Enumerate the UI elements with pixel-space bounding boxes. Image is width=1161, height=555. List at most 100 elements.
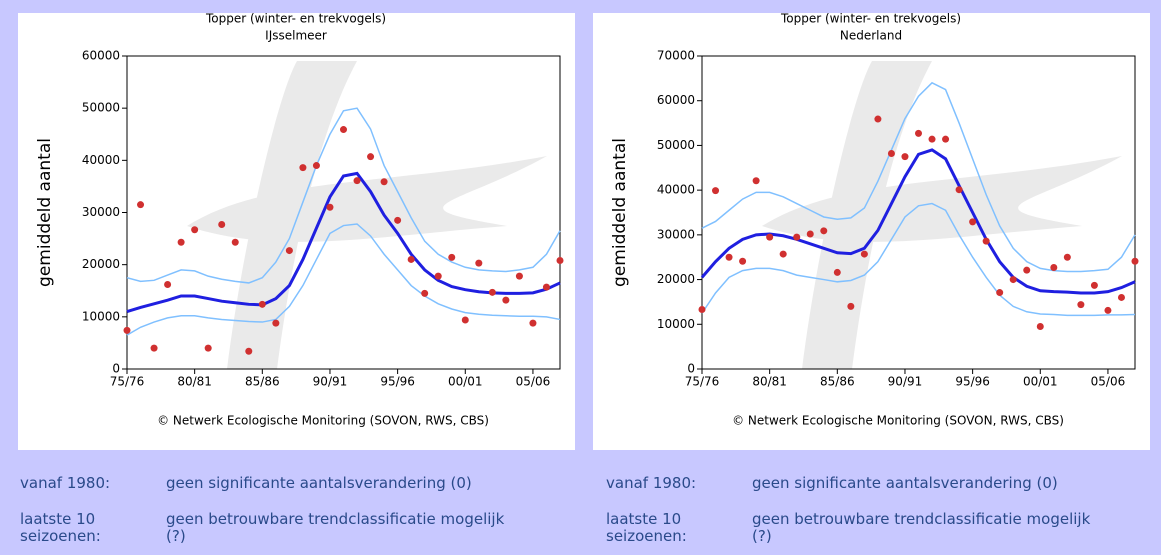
point [1063, 253, 1071, 261]
point [529, 319, 537, 327]
y-tick-label: 10000 [657, 317, 695, 331]
y-tick-label: 0 [112, 362, 120, 376]
point [996, 289, 1004, 297]
point [698, 306, 706, 314]
point [982, 237, 990, 245]
point [1077, 301, 1085, 309]
x-tick-label: 85/86 [820, 375, 855, 389]
point [137, 201, 145, 209]
summary-label: laatste 10 seizoenen: [606, 510, 687, 545]
point [874, 115, 882, 123]
y-tick-label: 40000 [657, 183, 695, 197]
point [725, 253, 733, 261]
line-series [126, 107, 561, 284]
chart-subtitle: IJsselmeer [265, 29, 327, 43]
point [421, 289, 429, 297]
point [272, 319, 280, 327]
x-tick-label: 80/81 [752, 375, 787, 389]
x-tick-label: 05/06 [516, 375, 551, 389]
point [515, 272, 523, 280]
x-tick-label: 05/06 [1091, 375, 1126, 389]
point [407, 255, 415, 263]
point [542, 283, 550, 291]
background-bird [762, 61, 1122, 369]
point [245, 347, 253, 355]
point [779, 250, 787, 258]
point [942, 135, 950, 143]
summary-text: geen significante aantalsverandering (0) [166, 474, 472, 492]
y-tick-label: 20000 [657, 272, 695, 286]
chart-title: Topper (winter- en trekvogels) [780, 12, 961, 26]
y-tick-label: 30000 [82, 205, 120, 219]
x-tick-label: 90/91 [313, 375, 348, 389]
point [928, 135, 936, 143]
point [901, 153, 909, 161]
point [299, 164, 307, 172]
point [915, 129, 922, 137]
y-tick-label: 50000 [82, 101, 120, 115]
point [1117, 293, 1125, 301]
point [752, 177, 760, 185]
source: © Netwerk Ecologische Monitoring (SOVON,… [732, 414, 1064, 428]
point [326, 203, 334, 211]
point [820, 227, 828, 235]
x-tick-label: 90/91 [888, 375, 923, 389]
point [204, 344, 212, 352]
x-tick-label: 85/86 [245, 375, 280, 389]
y-tick-label: 10000 [82, 309, 120, 323]
point [231, 238, 239, 246]
point [1009, 276, 1017, 284]
x-tick-label: 80/81 [177, 375, 212, 389]
point [285, 247, 293, 255]
y-tick-label: 60000 [657, 93, 695, 107]
point [123, 326, 131, 334]
point [488, 288, 496, 296]
y-tick-label: 40000 [82, 153, 120, 167]
bird-shape [762, 156, 1122, 242]
point [1090, 281, 1098, 289]
point [1023, 266, 1031, 274]
point [380, 178, 388, 186]
point [448, 253, 456, 261]
point [955, 186, 963, 194]
point [218, 220, 226, 228]
charts: Topper (winter- en trekvogels) IJsselmeer… [18, 12, 1150, 450]
point [1036, 323, 1044, 331]
point [1050, 263, 1058, 271]
point [887, 149, 895, 157]
x-tick-label: 00/01 [1023, 375, 1058, 389]
point [177, 238, 185, 246]
x-tick-label: 00/01 [448, 375, 483, 389]
point [969, 218, 977, 226]
x-tick-label: 95/96 [955, 375, 990, 389]
line-series [701, 81, 1136, 273]
line-series [700, 148, 1136, 295]
point [847, 302, 855, 310]
y-tick-label: 50000 [657, 138, 695, 152]
point [312, 162, 320, 170]
point [766, 233, 774, 241]
chart-title: Topper (winter- en trekvogels) [205, 12, 386, 26]
line-series [126, 223, 561, 336]
bird-shape [187, 156, 547, 242]
line-series [701, 202, 1136, 317]
x-tick-label: 75/76 [685, 375, 720, 389]
y-tick-label: 0 [687, 362, 695, 376]
point [191, 226, 199, 234]
background-bird [187, 61, 547, 369]
line-series [126, 171, 561, 314]
y-tick-label: 70000 [657, 49, 695, 63]
y-tick-label: 20000 [82, 257, 120, 271]
point [806, 230, 814, 238]
summary-label: laatste 10 seizoenen: [20, 510, 101, 545]
point [434, 272, 442, 280]
point [353, 177, 361, 185]
y-tick-label: 60000 [82, 49, 120, 63]
point [793, 233, 801, 241]
x-tick-label: 95/96 [380, 375, 415, 389]
point [860, 250, 868, 258]
summary-text: geen significante aantalsverandering (0) [752, 474, 1058, 492]
point [150, 344, 158, 352]
point [833, 268, 841, 276]
